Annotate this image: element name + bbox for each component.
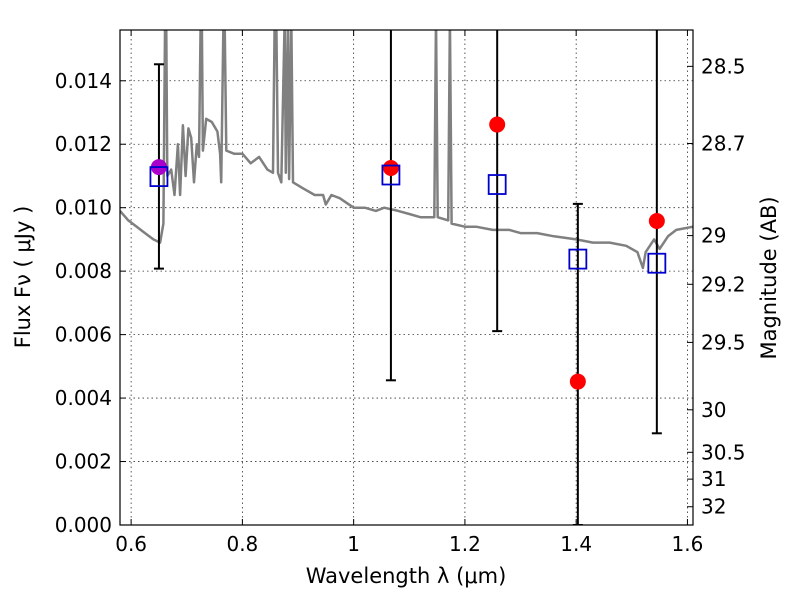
right-tick-label: 29.5 [701,330,746,354]
template-line [120,30,693,270]
right-tick-label: 32 [701,495,726,519]
plot-frame [119,29,694,526]
template-spectrum [120,30,693,270]
y-tick-label: 0.004 [55,386,112,410]
y-tick-label: 0.002 [55,450,112,474]
x-tick-label: 0.8 [226,532,258,556]
circle-marker [382,160,399,177]
circle-marker [489,116,506,133]
right-tick-label: 30 [701,398,726,422]
right-axis-label: Magnitude (AB) [757,196,781,359]
circle-marker [648,213,665,230]
y-tick-label: 0.010 [55,196,112,220]
y-tick-label: 0.008 [55,259,112,283]
x-tick-label: 1 [347,532,360,556]
right-tick-label: 29 [701,224,726,248]
y-tick-label: 0.000 [55,513,112,537]
right-tick-label: 29.2 [701,272,746,296]
right-tick-label: 28.7 [701,132,746,156]
data-markers [149,116,667,390]
x-tick-label: 0.6 [115,532,147,556]
x-tick-label: 1.4 [560,532,592,556]
right-tick-label: 30.5 [701,440,746,464]
square-marker [381,164,401,186]
circle-marker [569,373,586,390]
x-tick-label: 1.2 [449,532,481,556]
square-marker [647,252,667,274]
x-tick-label: 1.6 [672,532,704,556]
square-marker [149,166,169,187]
error-bars [153,30,662,525]
plot-background [120,30,693,525]
y-tick-label: 0.014 [55,69,112,93]
y-tick-label: 0.006 [55,323,112,347]
ticks: 0.6 0.8 1 1.2 1.4 1.6 0.000 0.002 0.004 0.006 0.00… [55,30,746,556]
square-marker [568,248,588,270]
right-tick-label: 31 [701,467,726,491]
x-axis-label: Wavelength λ (μm) [306,564,507,588]
square-marker [487,174,507,195]
right-tick-label: 28.5 [701,54,746,78]
y-tick-label: 0.012 [55,132,112,156]
y-axis-label: Flux Fν ( μJy ) [11,206,35,349]
plot-area [120,30,693,525]
